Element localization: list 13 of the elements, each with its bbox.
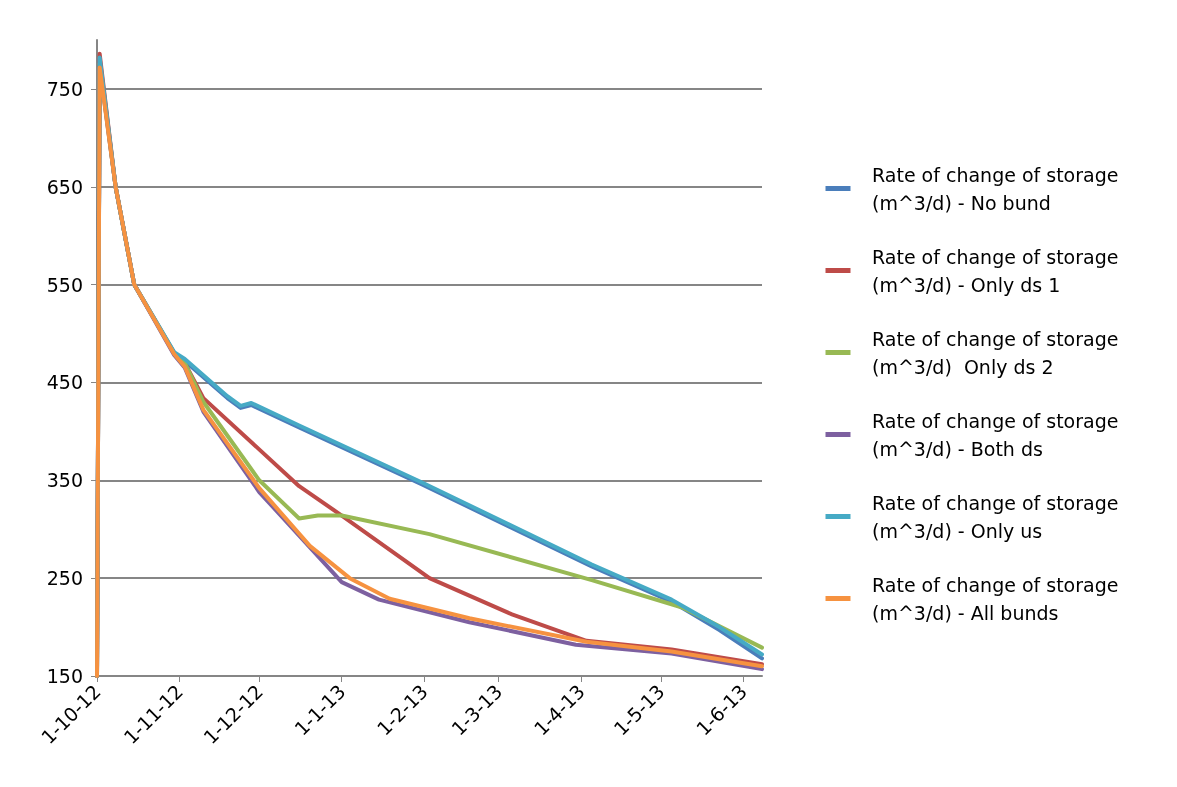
legend-label: Rate of change of storage (m^3/d) - No bund <box>872 163 1125 214</box>
legend-label: Rate of change of storage (m^3/d) - All bunds <box>872 573 1125 624</box>
legend-label: Rate of change of storage (m^3/d) - Both ds <box>872 409 1125 460</box>
y-tick-label: 550 <box>46 273 83 296</box>
y-tick-label: 750 <box>46 77 83 100</box>
y-tick-label: 350 <box>46 469 83 492</box>
legend-label: Rate of change of storage (m^3/d) - Only us <box>872 491 1125 542</box>
legend-label: Rate of change of storage (m^3/d) - Only ds 1 <box>872 245 1125 296</box>
legend-label: Rate of change of storage (m^3/d) Only ds 2 <box>872 327 1125 378</box>
y-tick-label: 150 <box>46 665 83 687</box>
y-tick-label: 250 <box>46 567 83 590</box>
y-tick-label: 650 <box>46 175 83 198</box>
y-tick-label: 450 <box>46 371 83 394</box>
